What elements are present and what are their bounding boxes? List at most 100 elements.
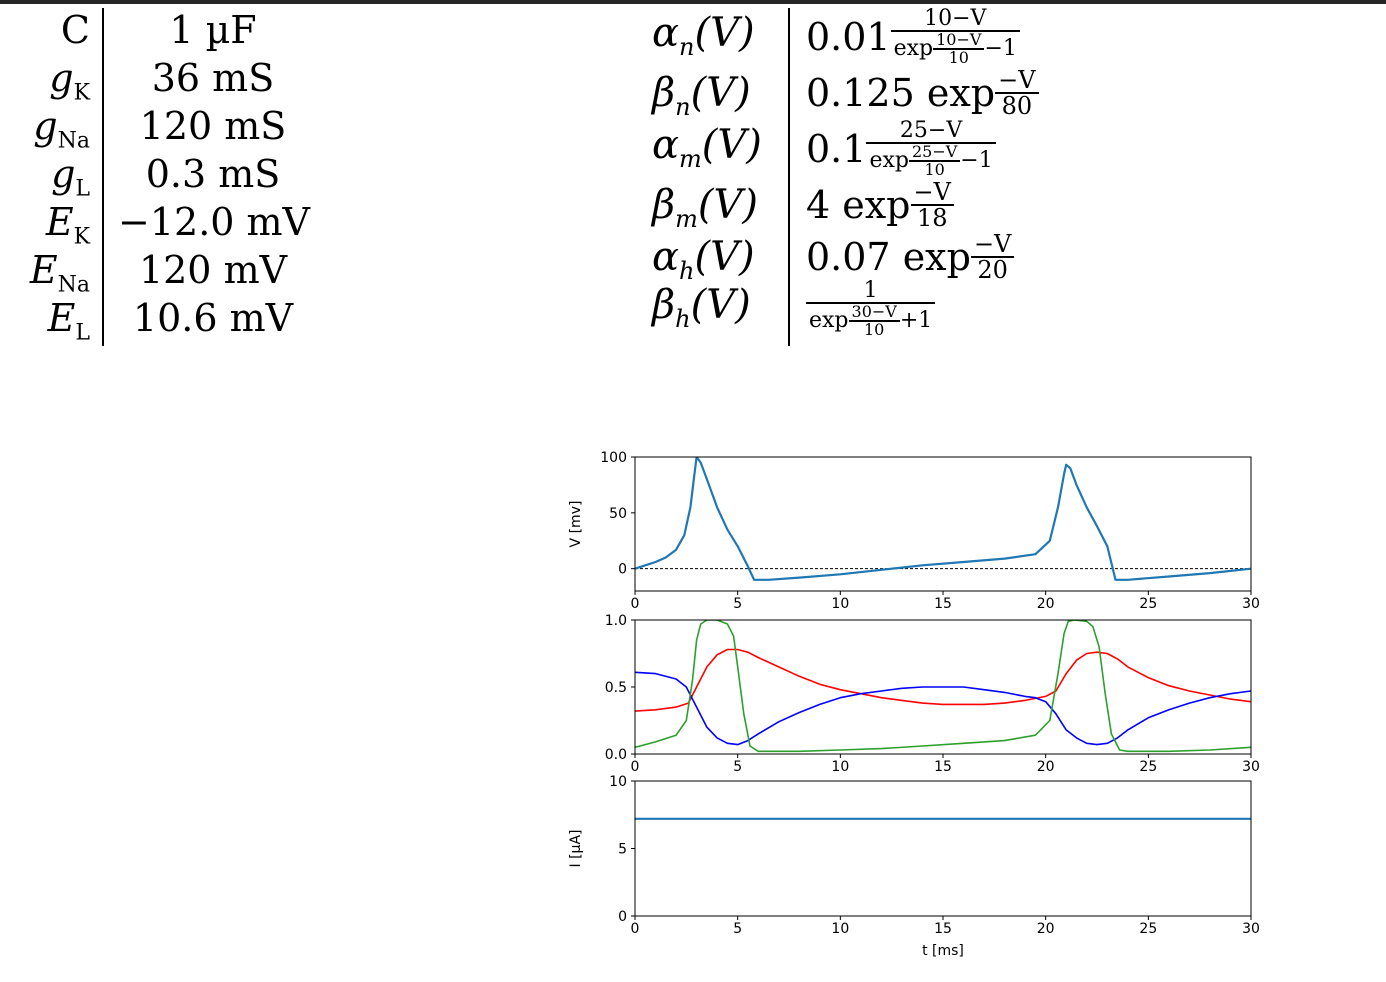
exp-fraction: 30−V 10 xyxy=(848,304,900,339)
rate-row: αn(V) 0.01 10−V exp 10−V 10 −1 xyxy=(640,8,1060,70)
y-tick-label: 100 xyxy=(600,450,627,466)
rate-label: αh(V) xyxy=(652,234,755,285)
rate-fraction: 1 exp 30−V 10 +1 xyxy=(806,280,936,339)
exp-numerator: 25−V xyxy=(908,144,961,162)
x-tick-label: 15 xyxy=(934,759,952,775)
param-row: C 1 µF xyxy=(10,8,310,56)
param-value: −12.0 mV xyxy=(118,200,311,244)
param-value: 36 mS xyxy=(151,56,275,100)
rate-row: βm(V) 4 exp −V 18 xyxy=(640,180,1060,242)
param-symbol-main: g xyxy=(49,56,74,100)
x-tick-label: 10 xyxy=(831,596,849,612)
param-row: ENa 120 mV xyxy=(10,248,310,298)
x-tick-label: 30 xyxy=(1242,921,1260,937)
rate-arg: (V) xyxy=(690,70,751,116)
rate-subscript: h xyxy=(675,305,691,333)
table-divider xyxy=(788,8,790,346)
series-line-1-1 xyxy=(635,671,1251,746)
plot-frame xyxy=(634,780,1252,917)
fraction-denominator: exp 10−V 10 −1 xyxy=(891,32,1020,66)
rate-symbol: β xyxy=(652,282,676,328)
rate-label: βh(V) xyxy=(652,282,751,333)
rate-row: βh(V) 1 exp 30−V 10 +1 xyxy=(640,280,1060,342)
y-tick-label: 50 xyxy=(609,506,627,522)
table-divider xyxy=(102,8,104,346)
param-symbol: EK xyxy=(46,200,90,250)
param-symbol-main: E xyxy=(29,248,58,292)
rate-subscript: h xyxy=(679,257,695,285)
cropped-text-strip xyxy=(0,0,1386,4)
exp-fraction: 25−V 10 xyxy=(908,144,961,179)
x-tick-label: 0 xyxy=(631,596,640,612)
rate-coefficient: 0.01 xyxy=(806,15,891,59)
rate-arg: (V) xyxy=(690,282,751,328)
param-symbol-sub: Na xyxy=(57,272,90,298)
param-symbol-main: C xyxy=(60,8,90,52)
x-tick-label: 0 xyxy=(631,921,640,937)
rate-symbol: β xyxy=(652,70,676,116)
y-tick-label: 0 xyxy=(618,562,627,578)
rate-subscript: m xyxy=(679,145,702,173)
param-value: 1 µF xyxy=(169,8,257,52)
exp-fraction: 10−V 10 xyxy=(933,32,985,67)
fraction-denominator: 20 xyxy=(977,256,1008,284)
rate-coefficient: 0.07 exp xyxy=(806,235,971,279)
rate-expression: 0.07 exp −V 20 xyxy=(806,232,1015,284)
rate-arg: (V) xyxy=(701,122,762,168)
fraction-denominator: 18 xyxy=(916,204,948,232)
series-line-1-2 xyxy=(635,620,1251,753)
x-tick-label: 25 xyxy=(1139,921,1157,937)
param-value: 0.3 mS xyxy=(145,152,281,196)
rate-fraction: −V 18 xyxy=(910,180,954,232)
x-tick-label: 25 xyxy=(1139,596,1157,612)
param-symbol: EL xyxy=(48,296,90,346)
rate-subscript: m xyxy=(675,205,698,233)
rate-fraction: −V 80 xyxy=(995,68,1039,120)
x-tick-label: 5 xyxy=(733,596,742,612)
rate-symbol: α xyxy=(652,10,680,56)
exp-denominator: 10 xyxy=(864,320,885,339)
param-symbol-main: E xyxy=(45,200,74,244)
param-symbol: gK xyxy=(49,56,90,106)
param-symbol-main: g xyxy=(33,104,58,148)
param-value: 120 mS xyxy=(139,104,287,148)
exp-denominator: 10 xyxy=(948,48,969,67)
x-tick-label: 5 xyxy=(733,759,742,775)
fraction-numerator: 25−V xyxy=(866,120,996,144)
rate-coefficient: 4 exp xyxy=(806,183,911,227)
exp-numerator: 10−V xyxy=(933,32,985,50)
rate-fraction: 25−V exp 25−V 10 −1 xyxy=(866,120,996,179)
param-symbol: gNa xyxy=(33,104,90,154)
rate-arg: (V) xyxy=(694,10,755,56)
rate-coefficient: 0.1 xyxy=(806,127,867,171)
fraction-numerator: −V xyxy=(970,232,1015,258)
x-tick-label: 20 xyxy=(1037,759,1055,775)
rate-label: αm(V) xyxy=(652,122,762,173)
exp-suffix: −1 xyxy=(984,36,1017,61)
fraction-numerator: −V xyxy=(995,68,1039,94)
rate-expression: 0.1 25−V exp 25−V 10 −1 xyxy=(806,120,996,178)
param-symbol-sub: K xyxy=(73,224,90,250)
param-symbol-sub: L xyxy=(75,176,90,202)
rate-label: αn(V) xyxy=(652,10,755,61)
x-tick-label: 10 xyxy=(831,759,849,775)
x-tick-label: 20 xyxy=(1037,921,1055,937)
x-tick-label: 10 xyxy=(831,921,849,937)
rate-fraction: 10−V exp 10−V 10 −1 xyxy=(890,8,1020,66)
rate-row: αm(V) 0.1 25−V exp 25−V 10 −1 xyxy=(640,120,1060,182)
exp-denominator: 10 xyxy=(924,160,945,179)
rate-subscript: n xyxy=(679,33,695,61)
rate-symbol: α xyxy=(652,234,680,280)
rate-expression: 0.125 exp −V 80 xyxy=(806,68,1039,118)
x-tick-label: 5 xyxy=(733,921,742,937)
param-row: EL 10.6 mV xyxy=(10,296,310,346)
rate-symbol: α xyxy=(652,122,680,168)
y-tick-label: 0.0 xyxy=(605,747,627,763)
x-axis-label: t [ms] xyxy=(922,943,964,959)
rate-label: βm(V) xyxy=(652,182,758,233)
fraction-denominator: 80 xyxy=(1001,92,1033,120)
rate-coefficient: 0.125 exp xyxy=(806,71,996,115)
param-symbol: C xyxy=(61,8,90,52)
x-tick-label: 20 xyxy=(1037,596,1055,612)
